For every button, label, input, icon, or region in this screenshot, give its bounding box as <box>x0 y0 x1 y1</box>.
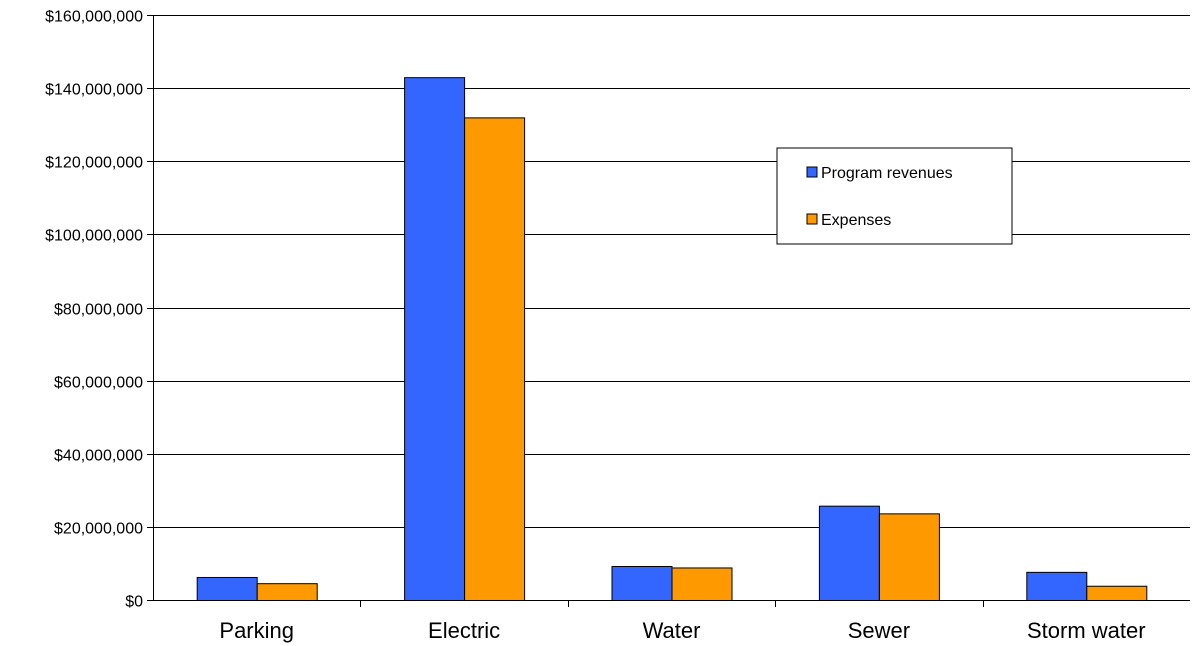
bar-electric-expenses <box>464 117 526 601</box>
bar-storm-water-program-revenues <box>1026 571 1088 601</box>
bar-sewer-program-revenues <box>818 505 880 602</box>
y-tick-label: $40,000,000 <box>54 448 143 465</box>
legend-label-expenses: Expenses <box>821 212 891 229</box>
y-tick-label: $20,000,000 <box>54 521 143 538</box>
bar-water-expenses <box>671 567 733 601</box>
bars <box>196 77 1148 602</box>
y-tick-label: $140,000,000 <box>45 82 143 99</box>
y-tick-label: $100,000,000 <box>45 228 143 245</box>
y-tick-label: $120,000,000 <box>45 155 143 172</box>
bar-sewer-expenses <box>878 513 940 601</box>
x-tick-label: Water <box>643 618 701 643</box>
legend: Program revenues Expenses <box>776 147 1013 245</box>
bar-electric-program-revenues <box>404 77 466 601</box>
y-tick-label: $0 <box>125 594 143 611</box>
legend-box <box>776 147 1013 245</box>
y-tick-label: $80,000,000 <box>54 302 143 319</box>
y-axis-ticks: $0 $20,000,000 $40,000,000 $60,000,000 $80,0… <box>45 9 153 611</box>
x-tick-label: Storm water <box>1027 618 1146 643</box>
legend-label-program-revenues: Program revenues <box>821 165 953 182</box>
x-tick-label: Electric <box>428 618 500 643</box>
axes <box>153 15 1190 607</box>
gridlines <box>153 15 1190 528</box>
x-tick-label: Parking <box>219 618 294 643</box>
legend-swatch-expenses <box>806 213 818 225</box>
y-tick-label: $60,000,000 <box>54 375 143 392</box>
x-axis-labels: Parking Electric Water Sewer Storm water <box>219 618 1145 643</box>
bar-storm-water-expenses <box>1086 585 1148 601</box>
y-tick-label: $160,000,000 <box>45 9 143 26</box>
bar-parking-expenses <box>256 583 318 602</box>
bar-parking-program-revenues <box>196 576 258 602</box>
x-tick-label: Sewer <box>848 618 910 643</box>
legend-swatch-program-revenues <box>806 166 818 178</box>
bar-water-program-revenues <box>611 565 673 602</box>
